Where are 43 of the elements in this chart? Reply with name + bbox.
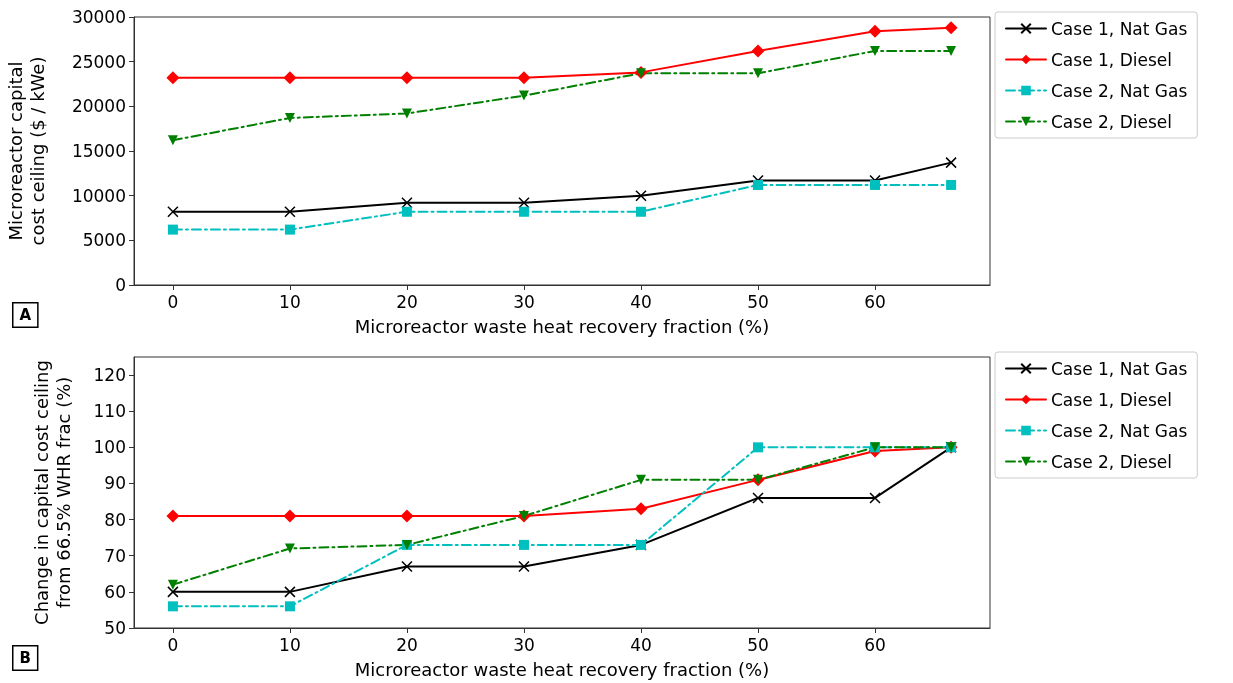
y-tick-label: 50 [104,618,126,638]
x-tick-label: 60 [864,634,886,655]
y-tick-label: 20000 [71,96,126,117]
legend-label: Case 1, Nat Gas [1051,18,1188,39]
x-tick-label: 20 [396,634,418,655]
y-tick-label: 10000 [71,185,126,206]
x-tick-label: 40 [630,291,652,312]
x-tick-label: 60 [864,291,886,312]
y-tick-label: 15000 [71,141,126,161]
y-tick-label: 80 [104,509,126,530]
y-axis-title: Change in capital cost ceiling from 66.5% WHR frac (%) [30,360,74,625]
x-axis-title: Microreactor waste heat recovery fraction (%) [354,315,770,337]
x-tick-label: 50 [747,291,769,312]
legend-label: Case 2, Nat Gas [1051,420,1188,441]
y-tick-label: 25000 [71,51,126,72]
legend-label: Case 2, Diesel [1051,111,1172,132]
x-tick-label: 30 [513,291,535,312]
legend-label: Case 2, Diesel [1051,451,1172,472]
text: A [19,306,32,324]
legend-label: Case 1, Diesel [1051,389,1172,410]
legend-label: Case 2, Nat Gas [1051,80,1188,101]
y-tick-label: 30000 [71,7,126,27]
y-tick-label: 5000 [82,230,126,251]
x-tick-label: 10 [279,291,301,312]
y-tick-label: 110 [93,401,126,422]
y-tick-label: 60 [104,581,126,602]
x-tick-label: 10 [279,634,301,655]
y-tick-label: 100 [93,437,126,458]
legend-label: Case 1, Nat Gas [1051,358,1188,379]
y-tick-label: 0 [115,275,126,295]
x-tick-label: 0 [167,634,179,655]
y-tick-label: 90 [104,473,126,494]
x-tick-label: 0 [167,291,179,312]
text: B [19,649,31,667]
x-tick-label: 50 [747,634,769,655]
y-tick-label: 120 [93,365,126,386]
x-tick-label: 30 [513,634,535,655]
x-axis-title: Microreactor waste heat recovery fraction (%) [354,658,770,680]
x-tick-label: 40 [630,634,652,655]
y-axis-title: Microreactor capital cost ceiling ($ / kWe) [4,56,48,246]
y-tick-label: 70 [104,545,126,566]
x-tick-label: 20 [396,291,418,312]
legend-label: Case 1, Diesel [1051,49,1172,70]
